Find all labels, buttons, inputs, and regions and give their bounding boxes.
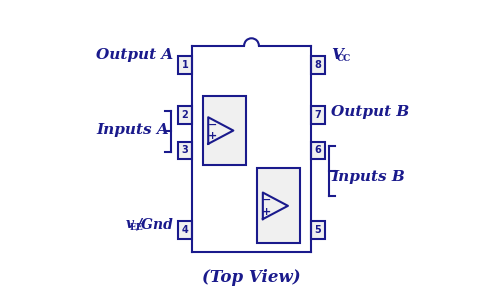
Bar (178, 142, 193, 159)
Text: /Gnd: /Gnd (136, 217, 173, 231)
Text: 2: 2 (182, 110, 189, 120)
Text: 6: 6 (314, 145, 321, 156)
Text: 4: 4 (182, 225, 189, 235)
Bar (310, 142, 325, 159)
Text: V: V (331, 47, 343, 61)
Text: Output A: Output A (96, 47, 173, 61)
Text: +: + (207, 131, 217, 141)
Text: 7: 7 (314, 110, 321, 120)
Bar (310, 106, 325, 124)
Text: 8: 8 (314, 60, 321, 70)
Text: −: − (207, 120, 217, 130)
Text: v: v (125, 217, 134, 231)
Bar (178, 106, 193, 124)
Text: 1: 1 (182, 60, 189, 70)
Text: Inputs A: Inputs A (96, 123, 169, 137)
Text: 5: 5 (314, 225, 321, 235)
Bar (258, 168, 300, 243)
Bar (310, 56, 325, 74)
Bar (203, 96, 245, 165)
Text: +: + (262, 207, 271, 217)
Text: Output B: Output B (331, 105, 409, 119)
Text: −: − (262, 195, 271, 205)
Bar (310, 221, 325, 239)
Bar (178, 221, 193, 239)
Bar (178, 56, 193, 74)
Text: EE: EE (130, 223, 144, 232)
Text: 3: 3 (182, 145, 189, 156)
Text: Inputs B: Inputs B (331, 170, 405, 184)
Text: CC: CC (336, 54, 351, 63)
Text: (Top View): (Top View) (202, 269, 301, 286)
